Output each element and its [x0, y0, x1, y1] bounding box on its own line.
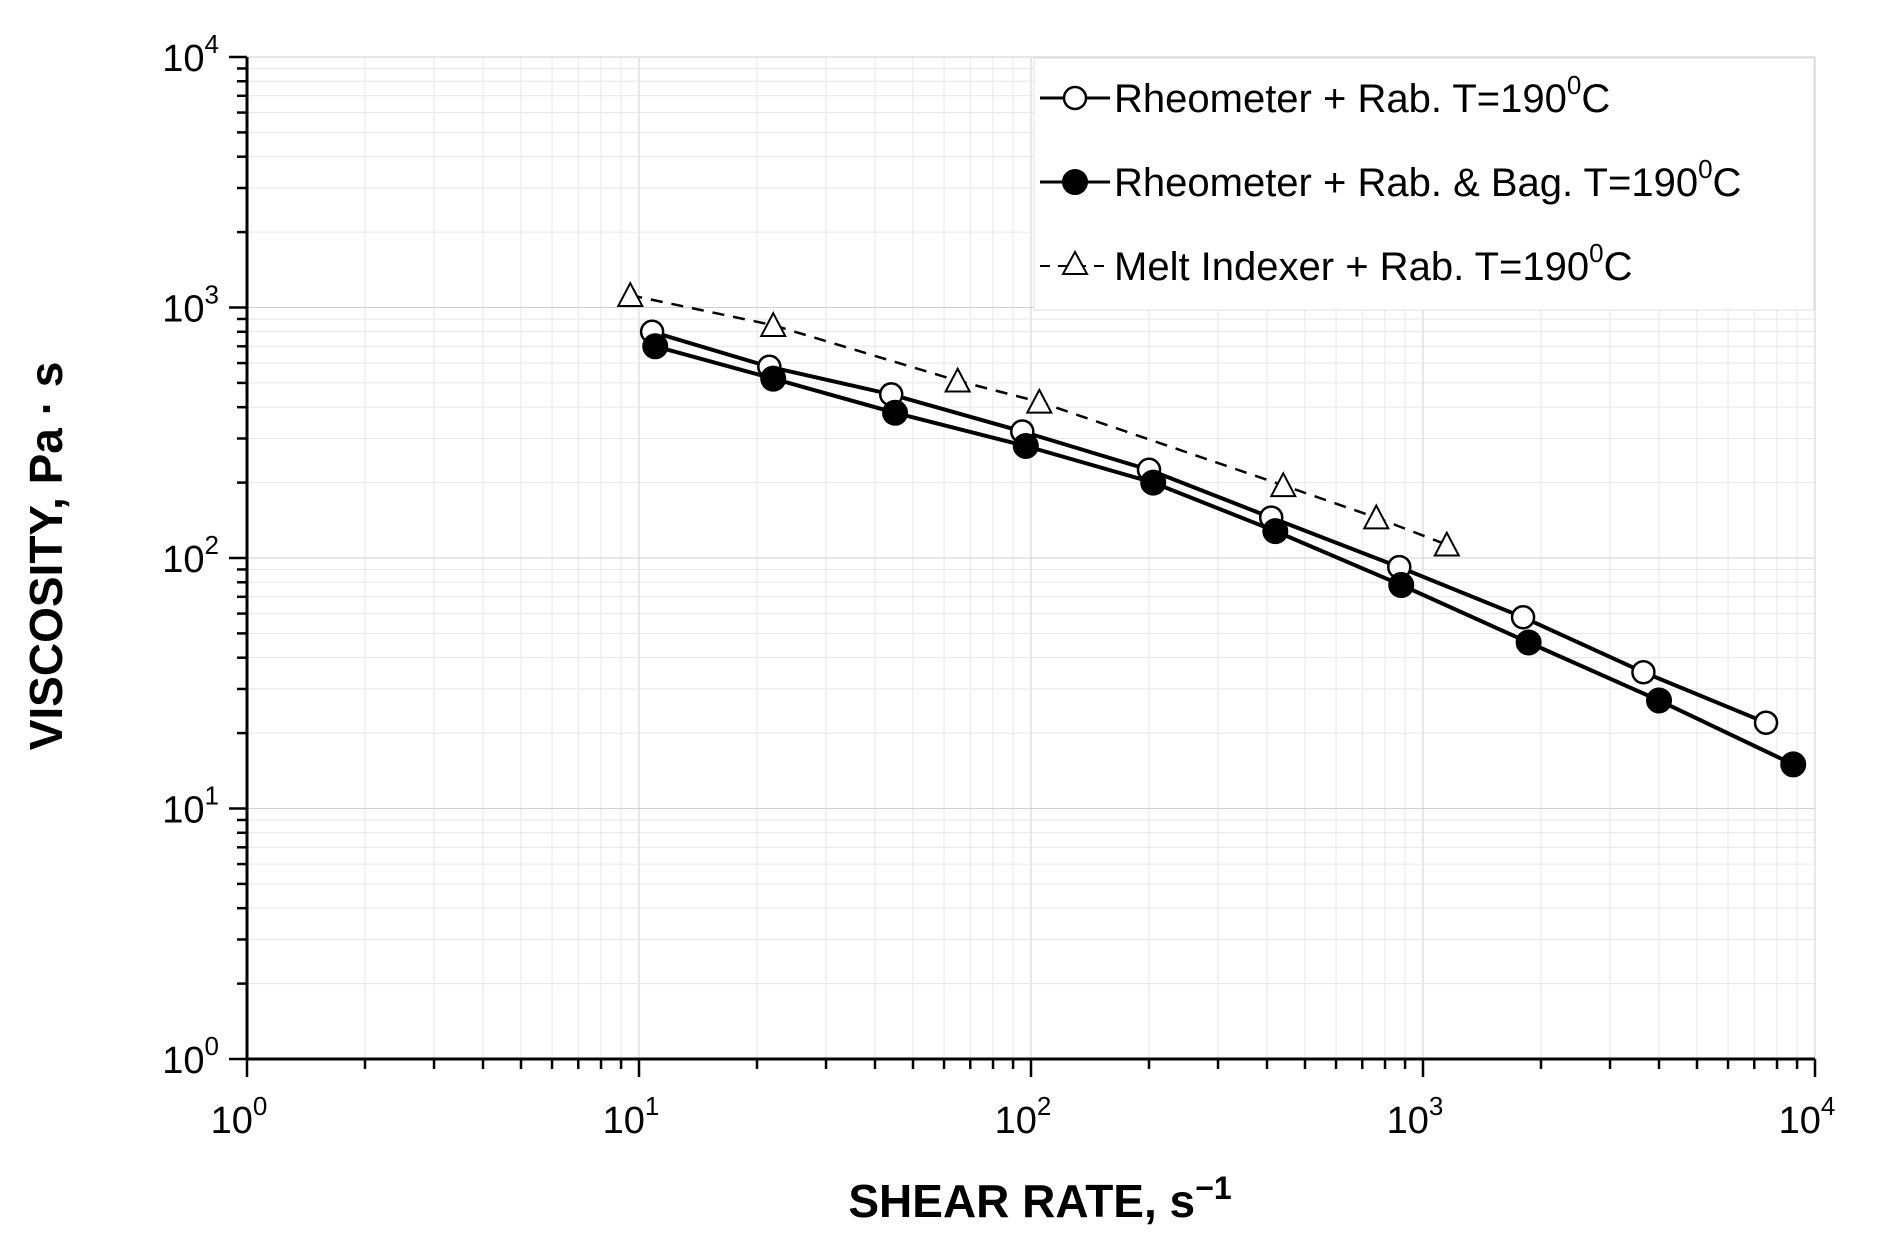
- legend-label-rheometer-rab: Rheometer + Rab. T=1900C: [1114, 70, 1610, 121]
- data-point-open-circle: [1510, 605, 1536, 630]
- x-axis-title-text: SHEAR RATE, s: [848, 1175, 1195, 1227]
- data-point-filled-circle: [1646, 687, 1673, 714]
- data-point-open-triangle: [1025, 387, 1053, 414]
- x-tick-label: 103: [1387, 1091, 1444, 1142]
- series-2: [642, 333, 1807, 778]
- x-tick-label: 102: [995, 1091, 1052, 1142]
- legend-marker-filled-circle: [1062, 169, 1088, 195]
- legend-label-rheometer-rab-bag: Rheometer + Rab. & Bag. T=1900C: [1114, 154, 1741, 205]
- y-axis-title: VISCOSITY, Pa · s: [20, 362, 72, 751]
- data-point-filled-circle: [760, 365, 787, 392]
- data-point-open-circle: [1753, 710, 1779, 735]
- data-point-filled-circle: [642, 333, 669, 360]
- y-tick-label: 101: [162, 781, 219, 832]
- series-3: [616, 281, 1461, 557]
- data-point-filled-circle: [1262, 518, 1289, 545]
- legend-entry-melt-indexer: Melt Indexer + Rab. T=1900C: [1040, 238, 1632, 289]
- legend-marker-open-triangle: [1061, 249, 1089, 275]
- data-point-open-circle: [1631, 659, 1656, 685]
- data-point-open-triangle: [759, 311, 787, 337]
- data-point-filled-circle: [1388, 572, 1415, 599]
- x-tick-label: 101: [603, 1091, 660, 1142]
- x-tick-label: 104: [1779, 1091, 1836, 1142]
- x-axis-title-sup: −1: [1195, 1170, 1231, 1206]
- y-tick-label: 100: [162, 1031, 219, 1082]
- legend: Rheometer + Rab. T=1900C Rheometer + Rab…: [1033, 57, 1815, 311]
- legend-entry-rheometer-rab-bag: Rheometer + Rab. & Bag. T=1900C: [1040, 154, 1741, 205]
- x-axis-title: SHEAR RATE, s−1: [848, 1170, 1231, 1227]
- legend-entry-rheometer-rab: Rheometer + Rab. T=1900C: [1040, 70, 1610, 121]
- y-tick-label: 103: [162, 280, 219, 331]
- legend-label-melt-indexer: Melt Indexer + Rab. T=1900C: [1114, 238, 1632, 289]
- data-point-open-triangle: [1433, 530, 1461, 557]
- data-point-filled-circle: [1780, 751, 1807, 778]
- y-tick-label: 104: [162, 29, 219, 80]
- legend-marker-open-circle: [1062, 85, 1088, 111]
- axes: 100 101 102 103 104 100 101 102 103 104: [162, 29, 1835, 1142]
- series-layer: [616, 281, 1807, 778]
- data-point-filled-circle: [1515, 629, 1542, 656]
- data-point-filled-circle: [1140, 469, 1167, 496]
- data-point-filled-circle: [1012, 432, 1039, 459]
- series-line: [654, 344, 1795, 767]
- data-point-open-triangle: [944, 366, 972, 393]
- series-line: [651, 329, 1767, 725]
- data-point-filled-circle: [882, 399, 909, 426]
- data-point-open-triangle: [616, 281, 644, 307]
- data-point-open-triangle: [1269, 471, 1297, 498]
- x-tick-label: 100: [211, 1091, 268, 1142]
- data-point-open-triangle: [1362, 503, 1390, 530]
- legend-box: [1033, 57, 1815, 311]
- y-tick-label: 102: [162, 530, 219, 581]
- grid: [246, 56, 1816, 1060]
